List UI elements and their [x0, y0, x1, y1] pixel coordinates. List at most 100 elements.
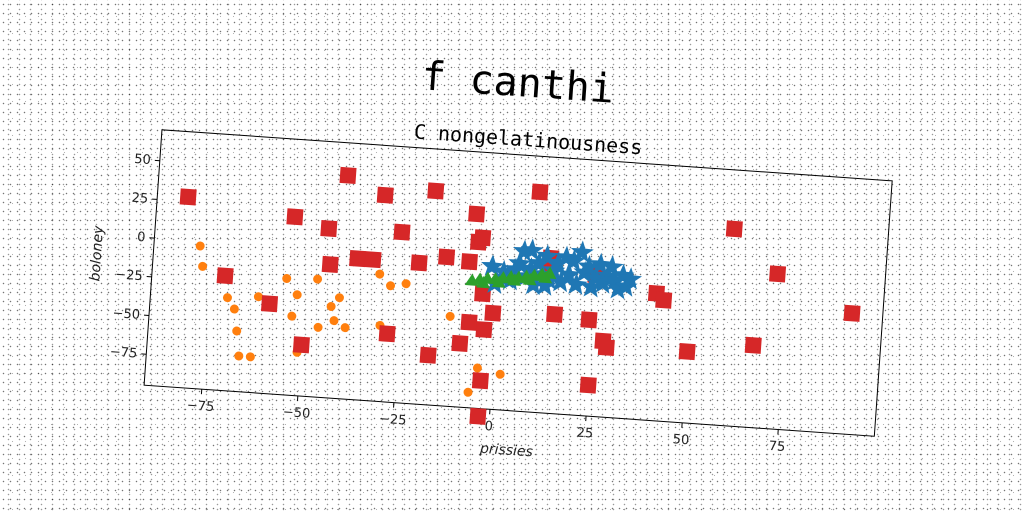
- point-s1-4: [292, 336, 310, 354]
- point-s1-3: [286, 208, 304, 226]
- x-tick-label-4: 25: [576, 425, 594, 441]
- point-s0-16: [334, 293, 344, 303]
- point-s2-11: [535, 244, 559, 267]
- point-s1-10: [376, 186, 394, 204]
- y-axis: 50 25 0 −25 −50 −75: [109, 152, 160, 362]
- point-s2-24: [584, 266, 608, 289]
- point-s1-6: [321, 255, 339, 273]
- point-s1-38: [655, 291, 673, 309]
- point-s0-25: [472, 363, 482, 373]
- x-axis-label: prissies: [478, 441, 533, 461]
- point-s0-18: [375, 269, 385, 279]
- y-tick-label-0: 50: [134, 152, 152, 168]
- point-s0-10: [292, 290, 302, 300]
- point-s0-9: [287, 311, 297, 321]
- point-s2-25: [589, 252, 613, 275]
- point-s2-5: [513, 239, 536, 262]
- point-s2-30: [607, 277, 630, 300]
- point-s1-14: [427, 182, 445, 200]
- point-s2-33: [619, 267, 643, 290]
- point-s0-26: [495, 369, 505, 379]
- point-s1-16: [438, 248, 456, 266]
- point-s1-39: [678, 343, 696, 361]
- point-s0-22: [445, 311, 455, 321]
- point-s1-7: [339, 166, 357, 184]
- y-tick-label-5: −75: [109, 345, 137, 362]
- point-s0-12: [313, 274, 323, 284]
- point-s1-8: [349, 250, 367, 268]
- y-tick-label-1: 25: [131, 191, 149, 207]
- point-s0-17: [340, 323, 350, 333]
- point-s1-0: [179, 188, 197, 206]
- point-s0-7: [253, 292, 263, 302]
- point-s1-43: [843, 304, 861, 322]
- point-s0-1: [198, 261, 208, 271]
- chart-suptitle: f canthi: [420, 53, 615, 112]
- point-s1-28: [531, 183, 549, 201]
- point-s1-15: [419, 346, 437, 364]
- point-s2-27: [596, 264, 620, 287]
- point-s2-16: [555, 245, 578, 268]
- point-s0-6: [245, 352, 255, 362]
- point-s0-14: [326, 301, 336, 311]
- plot-frame: [143, 129, 893, 437]
- point-s2-18: [562, 249, 586, 272]
- point-s1-42: [768, 265, 787, 283]
- point-s1-2: [260, 295, 279, 313]
- point-s2-31: [611, 263, 635, 286]
- point-s2-4: [508, 251, 532, 274]
- point-s2-19: [564, 272, 588, 295]
- point-s0-15: [329, 316, 339, 326]
- y-tick-label-2: 0: [137, 230, 146, 246]
- point-s2-14: [547, 251, 570, 274]
- y-tick-label-4: −50: [112, 306, 140, 323]
- point-s2-0: [481, 254, 504, 277]
- x-tick-label-6: 75: [768, 439, 786, 455]
- point-s1-32: [580, 311, 598, 329]
- point-s1-41: [744, 336, 762, 354]
- point-s1-24: [475, 321, 493, 339]
- point-s1-22: [474, 229, 492, 247]
- point-s0-5: [234, 351, 244, 361]
- point-s1-17: [451, 334, 469, 353]
- point-s1-34: [579, 376, 597, 394]
- point-s2-34: [520, 238, 544, 261]
- point-s1-27: [484, 304, 502, 322]
- plot-area: C nongelatinousness −75 −50 −25 0 25 50 75 50 2…: [87, 119, 893, 461]
- point-s2-22: [577, 255, 601, 278]
- x-tick-label-1: −50: [282, 405, 310, 422]
- point-s2-23: [580, 275, 603, 298]
- point-s1-40: [725, 220, 743, 238]
- point-s3-15: [538, 270, 553, 284]
- point-s1-11: [378, 325, 396, 343]
- point-s3-11: [476, 275, 491, 289]
- point-s1-1: [216, 267, 234, 285]
- x-tick-label-3: 0: [484, 419, 493, 435]
- point-s0-4: [232, 326, 242, 336]
- chart-subtitle: C nongelatinousness: [413, 119, 643, 159]
- point-s1-31: [546, 305, 564, 323]
- x-tick-label-0: −75: [186, 398, 214, 415]
- y-tick-label-3: −25: [115, 267, 143, 284]
- point-s1-12: [393, 223, 411, 241]
- point-s2-1: [492, 259, 516, 283]
- point-s0-8: [282, 273, 292, 283]
- point-s1-13: [410, 254, 428, 272]
- point-s1-23: [474, 285, 492, 303]
- point-s2-20: [570, 240, 594, 263]
- point-s3-14: [522, 272, 537, 286]
- point-s2-17: [557, 262, 581, 286]
- x-tick-label-5: 50: [672, 432, 690, 448]
- x-tick-label-2: −25: [378, 412, 406, 429]
- point-s0-21: [401, 279, 411, 289]
- point-s1-19: [468, 205, 486, 223]
- point-s3-13: [507, 273, 522, 286]
- point-s0-13: [313, 322, 323, 332]
- point-s2-9: [527, 251, 551, 274]
- point-s2-28: [600, 255, 624, 278]
- point-s1-5: [320, 220, 338, 238]
- y-axis-label: boloney: [87, 225, 107, 282]
- point-s1-20: [460, 313, 478, 331]
- point-s1-18: [460, 253, 478, 271]
